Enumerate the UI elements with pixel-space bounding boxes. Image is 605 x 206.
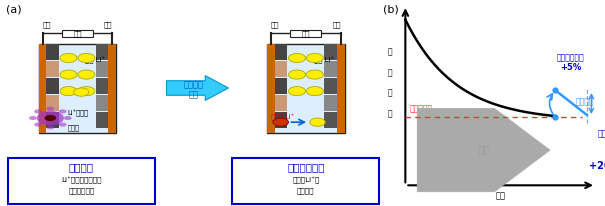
Circle shape — [59, 123, 67, 127]
Text: 寿命: 寿命 — [495, 191, 506, 200]
Bar — [96, 62, 108, 78]
Text: 処理: 処理 — [189, 90, 198, 99]
Circle shape — [289, 71, 306, 80]
Circle shape — [60, 87, 77, 96]
Bar — [96, 45, 108, 61]
Text: 電池診断: 電池診断 — [575, 96, 594, 105]
Text: 不活性Li⁺の: 不活性Li⁺の — [292, 176, 319, 183]
Circle shape — [29, 116, 37, 121]
Bar — [47, 113, 59, 129]
Bar — [108, 44, 116, 133]
Text: 活性 Li⁺: 活性 Li⁺ — [85, 56, 105, 63]
Bar — [267, 44, 275, 133]
Bar — [267, 44, 345, 133]
Circle shape — [47, 107, 54, 111]
Circle shape — [289, 54, 306, 63]
Text: 電: 電 — [387, 68, 392, 77]
Circle shape — [306, 54, 323, 63]
Bar — [39, 44, 47, 133]
Circle shape — [64, 116, 71, 121]
Bar — [275, 96, 287, 112]
Bar — [62, 30, 93, 37]
Text: 蓄電容量回復: 蓄電容量回復 — [287, 162, 325, 172]
Circle shape — [34, 123, 42, 127]
Text: Li⁺失活量に弐づく: Li⁺失活量に弐づく — [61, 176, 102, 183]
Text: 正極: 正極 — [332, 21, 341, 28]
Text: 再活性化: 再活性化 — [297, 186, 315, 193]
Text: 負極: 負極 — [271, 21, 280, 28]
Circle shape — [78, 54, 95, 63]
Text: 電池診断: 電池診断 — [69, 162, 94, 172]
Text: 負荷: 負荷 — [73, 31, 82, 37]
Bar — [96, 96, 108, 112]
Text: 本技術: 本技術 — [598, 129, 605, 138]
Text: 活性 Li⁺: 活性 Li⁺ — [313, 56, 334, 63]
Bar — [47, 62, 59, 78]
Circle shape — [45, 115, 56, 122]
Circle shape — [60, 71, 77, 80]
Text: 負荷: 負荷 — [302, 31, 310, 37]
Bar — [290, 30, 321, 37]
Bar — [96, 113, 108, 129]
Bar — [47, 79, 59, 95]
Bar — [275, 113, 287, 129]
Circle shape — [37, 111, 64, 126]
Text: 蓄電容量回復: 蓄電容量回復 — [557, 53, 585, 62]
Text: +5%: +5% — [560, 63, 581, 72]
Circle shape — [273, 118, 289, 127]
Bar — [275, 45, 287, 61]
Bar — [275, 62, 287, 78]
Bar — [96, 79, 108, 95]
Bar — [47, 96, 59, 112]
Text: 定量化: 定量化 — [68, 124, 80, 130]
Bar — [8, 159, 155, 204]
Text: 電気化学: 電気化学 — [183, 80, 204, 89]
Text: 量: 量 — [387, 109, 392, 118]
Circle shape — [78, 87, 95, 96]
Circle shape — [59, 110, 67, 114]
Text: 不活性 Li⁺: 不活性 Li⁺ — [271, 113, 294, 120]
Text: (a): (a) — [6, 4, 21, 14]
Bar — [337, 44, 345, 133]
Polygon shape — [166, 76, 229, 101]
Text: (b): (b) — [383, 4, 399, 14]
Text: 寿命ライン: 寿命ライン — [410, 104, 433, 113]
Text: 回復条件策定: 回復条件策定 — [68, 186, 94, 193]
Text: 蓄: 蓄 — [387, 47, 392, 56]
Circle shape — [74, 89, 89, 97]
Text: +20%: +20% — [589, 161, 605, 171]
Bar — [232, 159, 379, 204]
Circle shape — [306, 71, 323, 80]
Bar — [47, 45, 59, 61]
Circle shape — [310, 118, 325, 127]
Bar — [324, 62, 337, 78]
Text: 通常: 通常 — [478, 146, 489, 155]
Bar — [275, 79, 287, 95]
Text: Li⁺失活量: Li⁺失活量 — [68, 109, 89, 116]
Circle shape — [306, 87, 323, 96]
Circle shape — [78, 71, 95, 80]
Bar — [39, 44, 116, 133]
Bar — [324, 96, 337, 112]
Text: 容: 容 — [387, 88, 392, 97]
Circle shape — [60, 54, 77, 63]
Bar — [324, 113, 337, 129]
Circle shape — [47, 126, 54, 130]
Bar — [324, 45, 337, 61]
Text: 正極: 正極 — [104, 21, 113, 28]
Text: 負極: 負極 — [42, 21, 51, 28]
Circle shape — [34, 110, 42, 114]
Circle shape — [289, 87, 306, 96]
Bar — [324, 79, 337, 95]
